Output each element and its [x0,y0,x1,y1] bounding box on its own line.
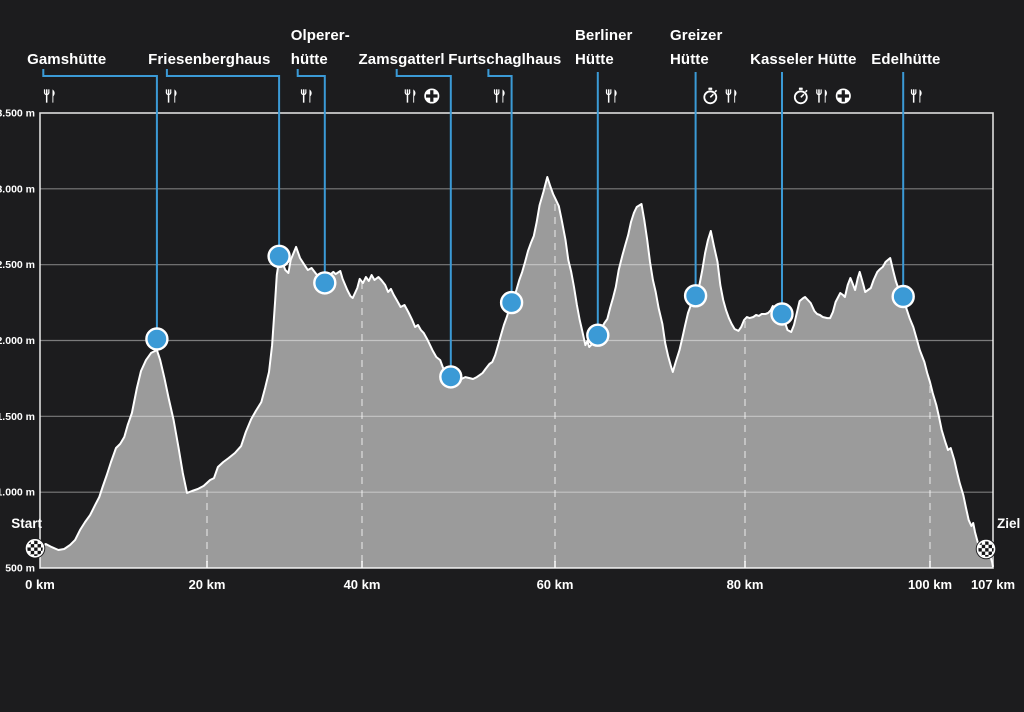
checkpoint-dot [891,284,915,309]
checkpoint-dot [586,323,610,347]
y-axis-label: 500 m [5,563,35,575]
x-axis-label: 107 km [971,577,1015,592]
checkpoint-zamsgatterl: Zamsgatterl [359,51,463,389]
checkpoint-label: Zamsgatterl [359,51,445,68]
checkpoint-dot [499,290,524,315]
checkpoint-label: Kasseler Hütte [750,51,856,68]
verpflegung-icon [725,88,738,104]
checkpoint-connector [42,69,158,339]
y-axis-label: 2.000 m [0,335,35,347]
x-axis-label: 100 km [908,577,952,592]
checkpoint-label: Hütte [670,51,709,68]
finish-label: Ziel [997,516,1020,531]
x-axis-label: 60 km [537,577,574,592]
checkpoint-connector [487,69,513,303]
checkpoint-dot [683,284,708,308]
x-axis-label: 40 km [344,577,381,592]
checkpoint-label: Friesenberghaus [148,51,270,68]
checkpoint-friesenberghaus: Friesenberghaus [148,51,291,268]
checkered-flag-icon [975,538,997,560]
checkpoint-dot [313,271,337,295]
checkpoint-connector [165,69,281,257]
checkpoint-dot [770,302,794,326]
checkpoint-kasseler-h-tte: Kasseler Hütte [750,51,856,326]
elevation-chart: 3.500 m 3.000 m 2.500 m 2.000 m 1.500 m 1.000… [0,27,1020,592]
checkpoint-label: Hütte [575,51,614,68]
checkpoint-dot [439,365,463,389]
cutoff-icon [793,87,808,105]
y-axis-label: 1.000 m [0,487,35,499]
checkpoint-connector [395,69,452,377]
x-axis-label: 80 km [727,577,764,592]
verpflegung-icon [165,88,178,104]
checkpoint-gamsh-tte: Gamshütte [27,51,169,351]
x-axis-label: 0 km [25,577,55,592]
checkpoint-label: Olperer- [291,27,350,44]
x-axis-label: 20 km [189,577,226,592]
checkpoint-label: Gamshütte [27,51,106,68]
verpflegung-icon [43,88,56,104]
checkpoint-dot [267,244,291,268]
medi-icon [835,88,851,104]
start-label: Start [11,516,42,531]
verpflegung-icon [493,88,506,104]
cutoff-icon [703,87,718,105]
checkpoint-label: Furtschaglhaus [448,51,561,68]
elevation-profile-outline [39,176,994,568]
x-axis-ticks [206,561,931,568]
y-axis-label: 3.000 m [0,183,35,195]
checkpoint-berliner-h-tte: Berliner Hütte [575,27,633,347]
footer: Z 101 STRIVE FOR GLORY Cut-Off Verpflegu… [0,600,1024,712]
checkpoint-label: Edelhütte [871,51,940,68]
verpflegung-icon [910,88,923,104]
elevation-profile-area [40,177,993,568]
checkpoint-olperer-h-tte: Olperer-hütte [291,27,350,295]
elevation-gridlines [40,188,993,493]
checkpoint-label: Berliner [575,27,633,44]
y-axis-label: 3.500 m [0,108,35,120]
checkered-flag-icon [24,537,46,560]
medi-icon [424,88,440,104]
verpflegung-icon [404,88,417,104]
y-axis-label: 1.500 m [0,411,35,423]
checkpoint-label: hütte [291,51,328,68]
verpflegung-icon [815,88,828,104]
checkpoint-connector [296,69,326,283]
checkpoint-label: Greizer [670,27,722,44]
start-marker: Start [11,516,46,560]
plot-border [39,112,994,569]
verpflegung-icon [300,88,313,104]
y-axis-label: 2.500 m [0,259,35,271]
verpflegung-icon [605,88,618,104]
finish-marker: Ziel [975,516,1020,560]
checkpoint-greizer-h-tte: Greizer Hütte [670,27,738,308]
checkpoint-dot [145,327,169,351]
checkpoint-furtschaglhaus: Furtschaglhaus [448,51,561,315]
checkpoint-edelh-tte: Edelhütte [871,51,940,309]
